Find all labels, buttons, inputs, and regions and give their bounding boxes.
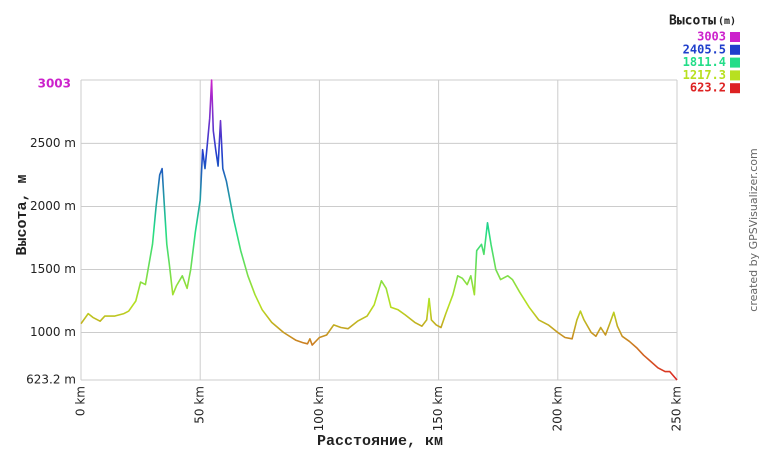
x-tick-label: 200 km <box>550 386 564 431</box>
legend-label: 3003 <box>697 30 726 44</box>
y-axis-title: Высота, м <box>14 174 31 255</box>
y-tick-label: 623.2 m <box>26 373 76 387</box>
legend-swatch <box>730 70 740 81</box>
y-tick-label: 2500 m <box>30 136 76 150</box>
legend-label: 623.2 <box>690 81 726 95</box>
y-tick-label: 3003 <box>38 77 71 91</box>
x-tick-label: 250 km <box>670 386 684 431</box>
legend-label: 2405.5 <box>683 42 726 56</box>
legend-swatch <box>730 32 740 42</box>
credit: created by GPSVisualizer.com <box>747 148 760 311</box>
y-tick-label: 2000 m <box>30 199 76 213</box>
legend-title: Высоты <box>669 14 716 29</box>
legend-swatch <box>730 44 740 55</box>
legend-label: 1217.3 <box>683 68 726 82</box>
y-tick-label: 1000 m <box>30 325 76 339</box>
legend-swatch <box>730 83 740 94</box>
elevation-line <box>80 79 678 381</box>
x-tick-label: 0 km <box>74 386 88 416</box>
x-axis-title: Расстояние, км <box>317 433 443 450</box>
y-tick-label: 1500 m <box>30 262 76 276</box>
x-tick-label: 50 km <box>193 386 207 424</box>
x-tick-label: 150 km <box>431 386 445 431</box>
legend-label: 1811.4 <box>683 55 726 69</box>
x-tick-label: 100 km <box>312 386 326 431</box>
legend-swatch <box>730 57 740 68</box>
legend-unit: (m) <box>718 16 736 27</box>
